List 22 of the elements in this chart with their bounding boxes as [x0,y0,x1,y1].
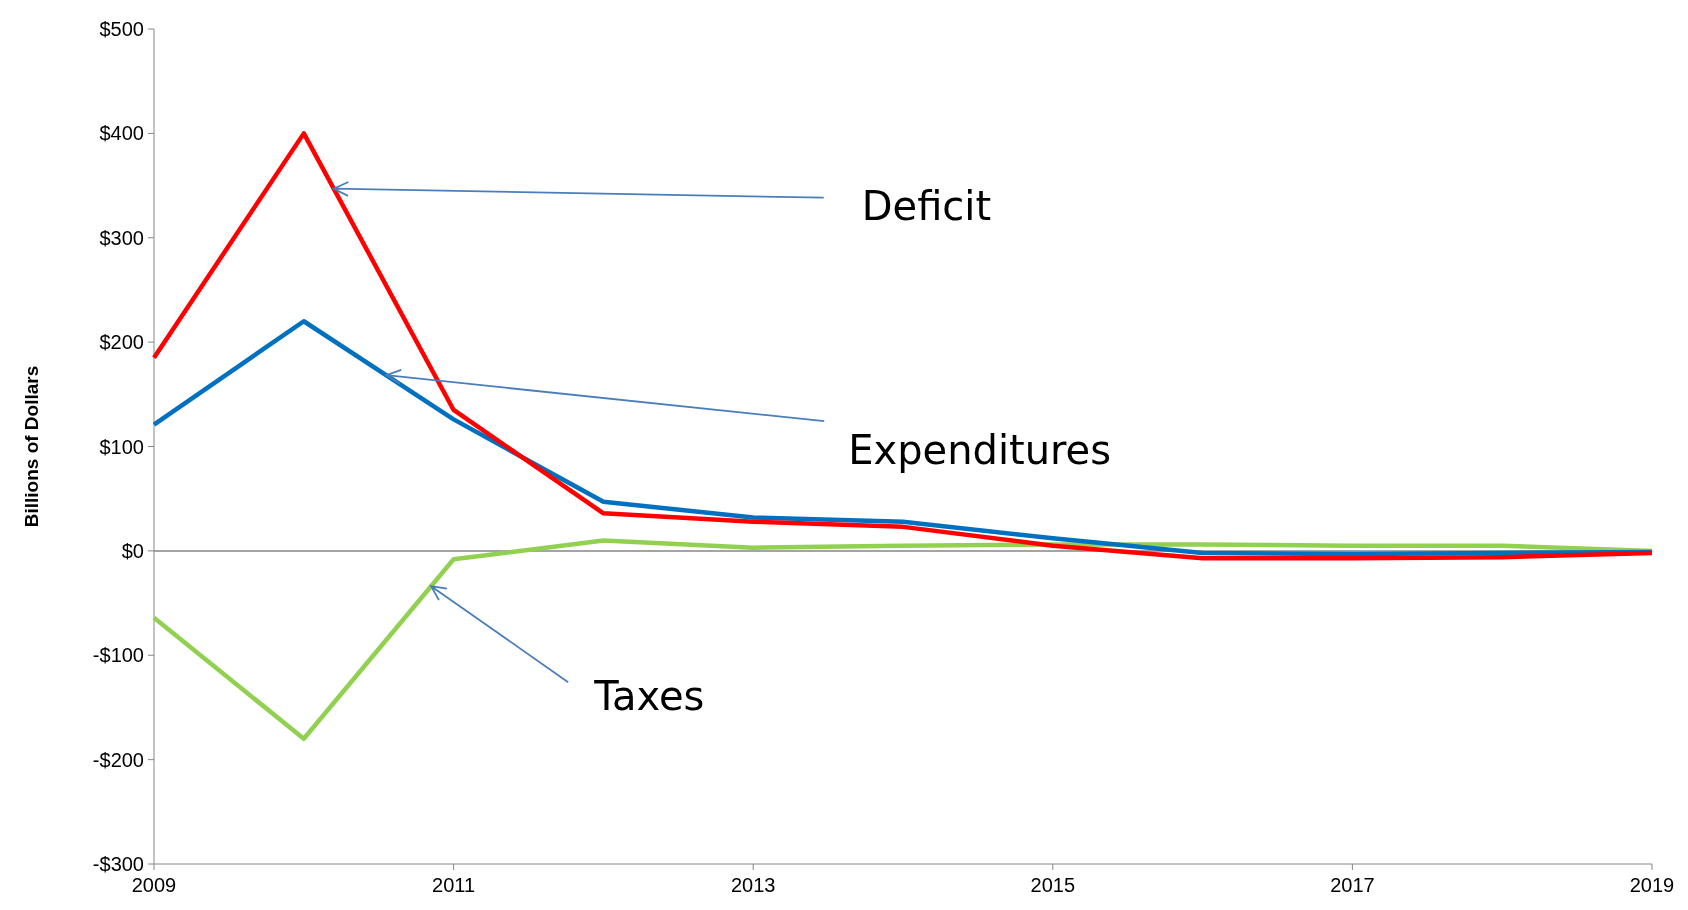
line-series [151,319,1655,557]
x-tick-label: 2009 [131,874,177,896]
line-series [151,131,1655,561]
y-tick-label: -$100 [92,644,144,667]
annotation: Deficit [861,182,992,229]
y-tick-label: -$300 [92,853,144,875]
y-axis-title: Billions of Dollars [21,365,42,528]
y-tick-label: $500 [99,18,144,40]
y-tick-label: $400 [99,122,144,145]
x-tick-label: 2019 [1629,874,1675,896]
y-tick-label: $300 [99,226,144,249]
y-tick-label: -$200 [92,748,144,771]
y-tick-label: $0 [121,539,144,562]
x-tick-label: 2017 [1330,874,1375,896]
x-tick-label: 2015 [1030,874,1076,896]
annotation: Expenditures [848,427,1112,474]
annotation: Taxes [593,673,705,720]
x-tick-label: 2011 [432,874,476,896]
line-series [151,538,1655,741]
y-tick-label: $100 [99,435,144,458]
x-tick-label: 2013 [730,874,776,896]
y-tick-label: $200 [99,331,144,354]
